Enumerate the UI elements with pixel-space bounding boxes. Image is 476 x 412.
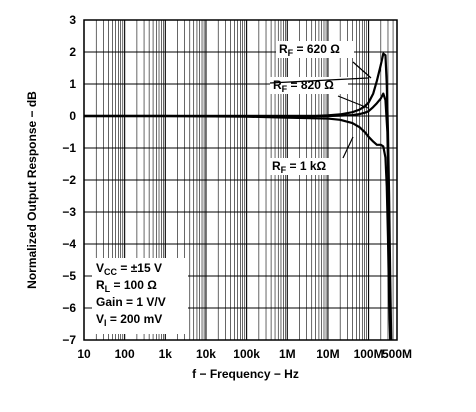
x-tick-label: 1k	[159, 347, 173, 361]
y-tick-label: −3	[62, 205, 76, 219]
x-tick-label: 1M	[279, 347, 296, 361]
annotation-leader-line	[337, 95, 369, 109]
conditions-background	[92, 258, 188, 334]
annotation-label-1: RF = 620 Ω	[279, 42, 340, 58]
annotation-leader-line	[342, 136, 354, 159]
x-tick-label: 100k	[233, 347, 260, 361]
x-tick-label: 100M	[354, 347, 384, 361]
y-tick-label: −7	[62, 333, 76, 347]
series-layer	[84, 52, 393, 341]
annotation-leader-line	[352, 61, 372, 79]
x-tick-label: 10k	[196, 347, 216, 361]
y-tick-label: 0	[69, 109, 76, 123]
y-tick-label: 2	[69, 45, 76, 59]
annotation-layer: RF = 620 Ω RF = 820 Ω RF = 1 kΩ VCC = ±15 V…	[92, 41, 372, 334]
x-tick-label: 10M	[316, 347, 339, 361]
x-tick-label: 100	[115, 347, 135, 361]
annotation-background	[270, 77, 348, 94]
x-tick-label: 500M	[382, 347, 412, 361]
y-tick-label: −4	[62, 237, 76, 251]
series-line-2	[84, 92, 392, 341]
annotation-background	[276, 41, 354, 58]
annotation-label-2: RF = 820 Ω	[273, 78, 334, 94]
y-tick-label: 3	[69, 13, 76, 27]
y-tick-label: −6	[62, 301, 76, 315]
series-line-3	[84, 114, 392, 341]
condition-label: Gain = 1 V/V	[96, 295, 166, 309]
y-tick-label: −2	[62, 173, 76, 187]
annotation-leader-line	[269, 77, 369, 84]
plot-frame	[83, 19, 398, 341]
annotation-background	[269, 158, 339, 175]
condition-label: VCC = ±15 V	[96, 261, 162, 277]
y-tick-label: −5	[62, 269, 76, 283]
condition-label: VI = 200 mV	[96, 312, 162, 328]
y-tick-label: 1	[69, 77, 76, 91]
x-tick-label: 10	[77, 347, 91, 361]
y-tick-label: −1	[62, 141, 76, 155]
annotation-label-3: RF = 1 kΩ	[272, 159, 327, 175]
x-axis-title: f − Frequency − Hz	[192, 367, 299, 381]
y-axis-title: Normalized Output Response − dB	[25, 91, 39, 289]
condition-label: RL = 100 Ω	[96, 278, 157, 294]
y-tick-labels: 3 2 1 0 −1 −2 −3 −4 −5 −6 −7	[62, 13, 76, 347]
